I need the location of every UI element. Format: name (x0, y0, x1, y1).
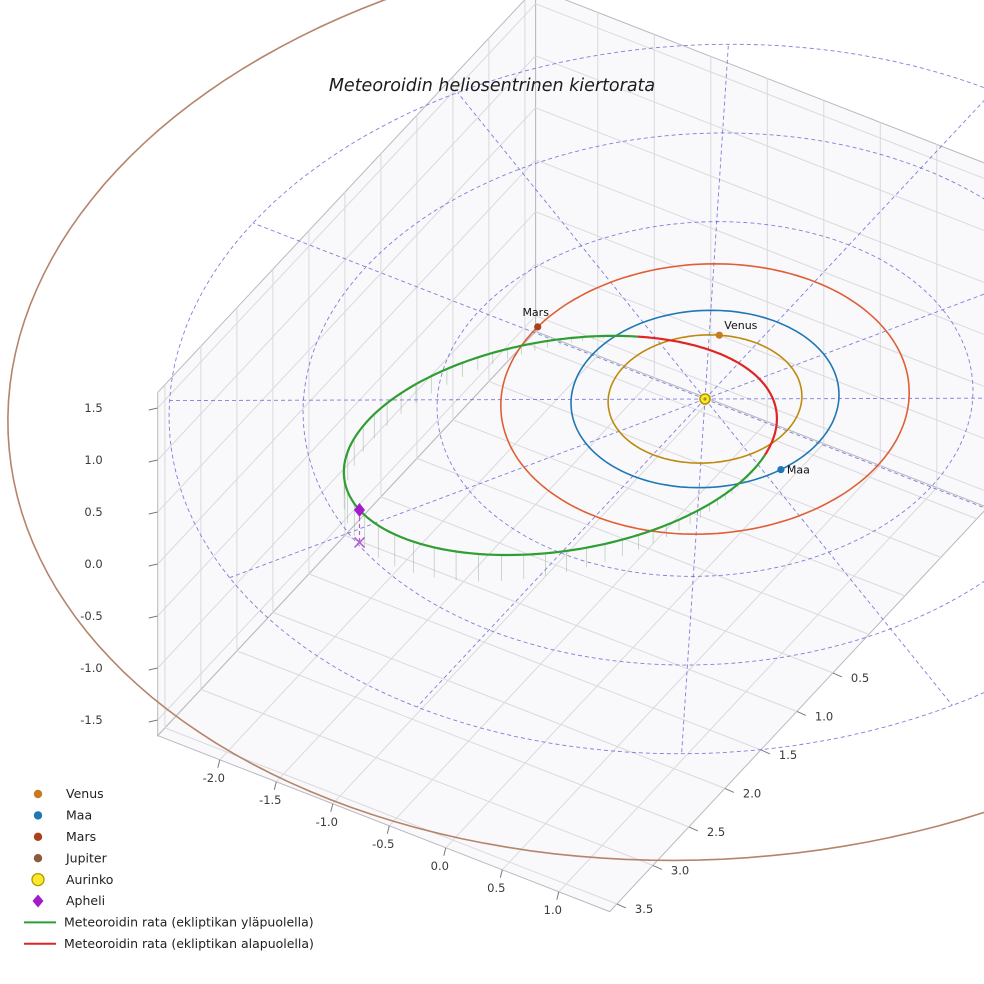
axes-grid (157, 0, 984, 905)
planet-marker-maa (777, 466, 785, 474)
y-tick-label: 2.5 (707, 825, 725, 839)
y-tick-label: 0.5 (851, 671, 869, 685)
z-tick-label: 0.0 (84, 557, 102, 571)
polar-spoke (704, 293, 984, 400)
planet-orbits (7, 0, 984, 862)
polar-spoke (704, 398, 984, 509)
z-tick-label: -1.5 (80, 713, 102, 727)
legend-label: Jupiter (65, 850, 108, 865)
y-tick-label: 1.0 (815, 709, 833, 723)
y-tick-label: 3.0 (671, 863, 689, 877)
legend-label: Venus (66, 786, 104, 801)
z-tick-label: -0.5 (80, 609, 102, 623)
legend-marker-diamond (32, 894, 44, 908)
polar-spoke (457, 92, 706, 400)
polar-spoke (704, 398, 953, 706)
planet-label-maa: Maa (787, 464, 810, 477)
legend-label: Aurinko (66, 872, 113, 887)
legend: Venus Maa Mars Jupiter Aurinko Apheli Meteoroi… (24, 786, 314, 951)
z-tick-label: 0.5 (84, 505, 102, 519)
planet-marker-mars (534, 323, 542, 331)
x-tick-label: 1.0 (544, 903, 562, 917)
polar-spoke (252, 222, 706, 400)
legend-label: Meteoroidin rata (ekliptikan yläpuolella… (64, 915, 314, 930)
z-tick-label: -1.0 (80, 661, 102, 675)
back-pane (535, 0, 984, 507)
legend-label: Mars (66, 829, 96, 844)
meteoroid-orbit (342, 334, 778, 582)
orbit-venus (607, 334, 803, 464)
x-tick-label: 0.0 (431, 859, 449, 873)
legend-marker-dot (33, 789, 43, 799)
y-tick-label: 2.0 (743, 786, 761, 800)
aphelion-marker (354, 503, 365, 517)
x-tick-label: -1.5 (259, 793, 281, 807)
polar-spoke (416, 398, 706, 708)
meteoroid-above-path (342, 334, 766, 557)
legend-marker-sun (31, 872, 45, 887)
polar-spoke (704, 44, 729, 400)
polar-spoke (169, 398, 706, 402)
legend-marker-dot (33, 811, 43, 820)
x-tick-label: -0.5 (372, 837, 394, 851)
meteoroid-below-path (637, 335, 778, 456)
z-tick-label: 1.5 (84, 401, 102, 415)
planet-label-mars: Mars (522, 306, 549, 319)
orbit-jupiter (7, 0, 984, 862)
planet-marker-venus (715, 331, 723, 339)
legend-label: Meteoroidin rata (ekliptikan alapuolella… (64, 936, 314, 951)
polar-spoke (681, 398, 706, 754)
y-tick-label: 3.5 (635, 902, 653, 916)
x-tick-label: -1.0 (316, 815, 338, 829)
x-tick-label: 0.5 (487, 881, 505, 895)
axes-panes (156, 0, 984, 913)
polar-spoke (229, 398, 706, 579)
legend-marker-dot (33, 832, 43, 841)
z-tick-label: 1.0 (84, 453, 102, 467)
legend-marker-dot (33, 854, 43, 863)
polar-circle (168, 43, 984, 755)
markers: Venus Maa Mars (522, 306, 809, 477)
legend-label: Maa (66, 808, 92, 823)
x-tick-label: -2.0 (203, 771, 225, 785)
sun-center-dot (703, 397, 707, 401)
polar-spoke (704, 99, 984, 400)
polar-spoke (704, 397, 984, 400)
y-tick-label: 1.5 (779, 748, 797, 762)
orbit-maa (570, 309, 840, 489)
planet-label-venus: Venus (724, 319, 757, 332)
polar-circle (302, 132, 984, 666)
legend-label: Apheli (66, 893, 105, 908)
orbit-mars (499, 262, 911, 536)
tick-labels: -2.0 -1.5 -1.0 -0.5 0.0 0.5 1.0 0.5 1.0 1.5 2.0 2.5… (80, 401, 869, 917)
aphelion-projection-x-icon (353, 536, 366, 548)
